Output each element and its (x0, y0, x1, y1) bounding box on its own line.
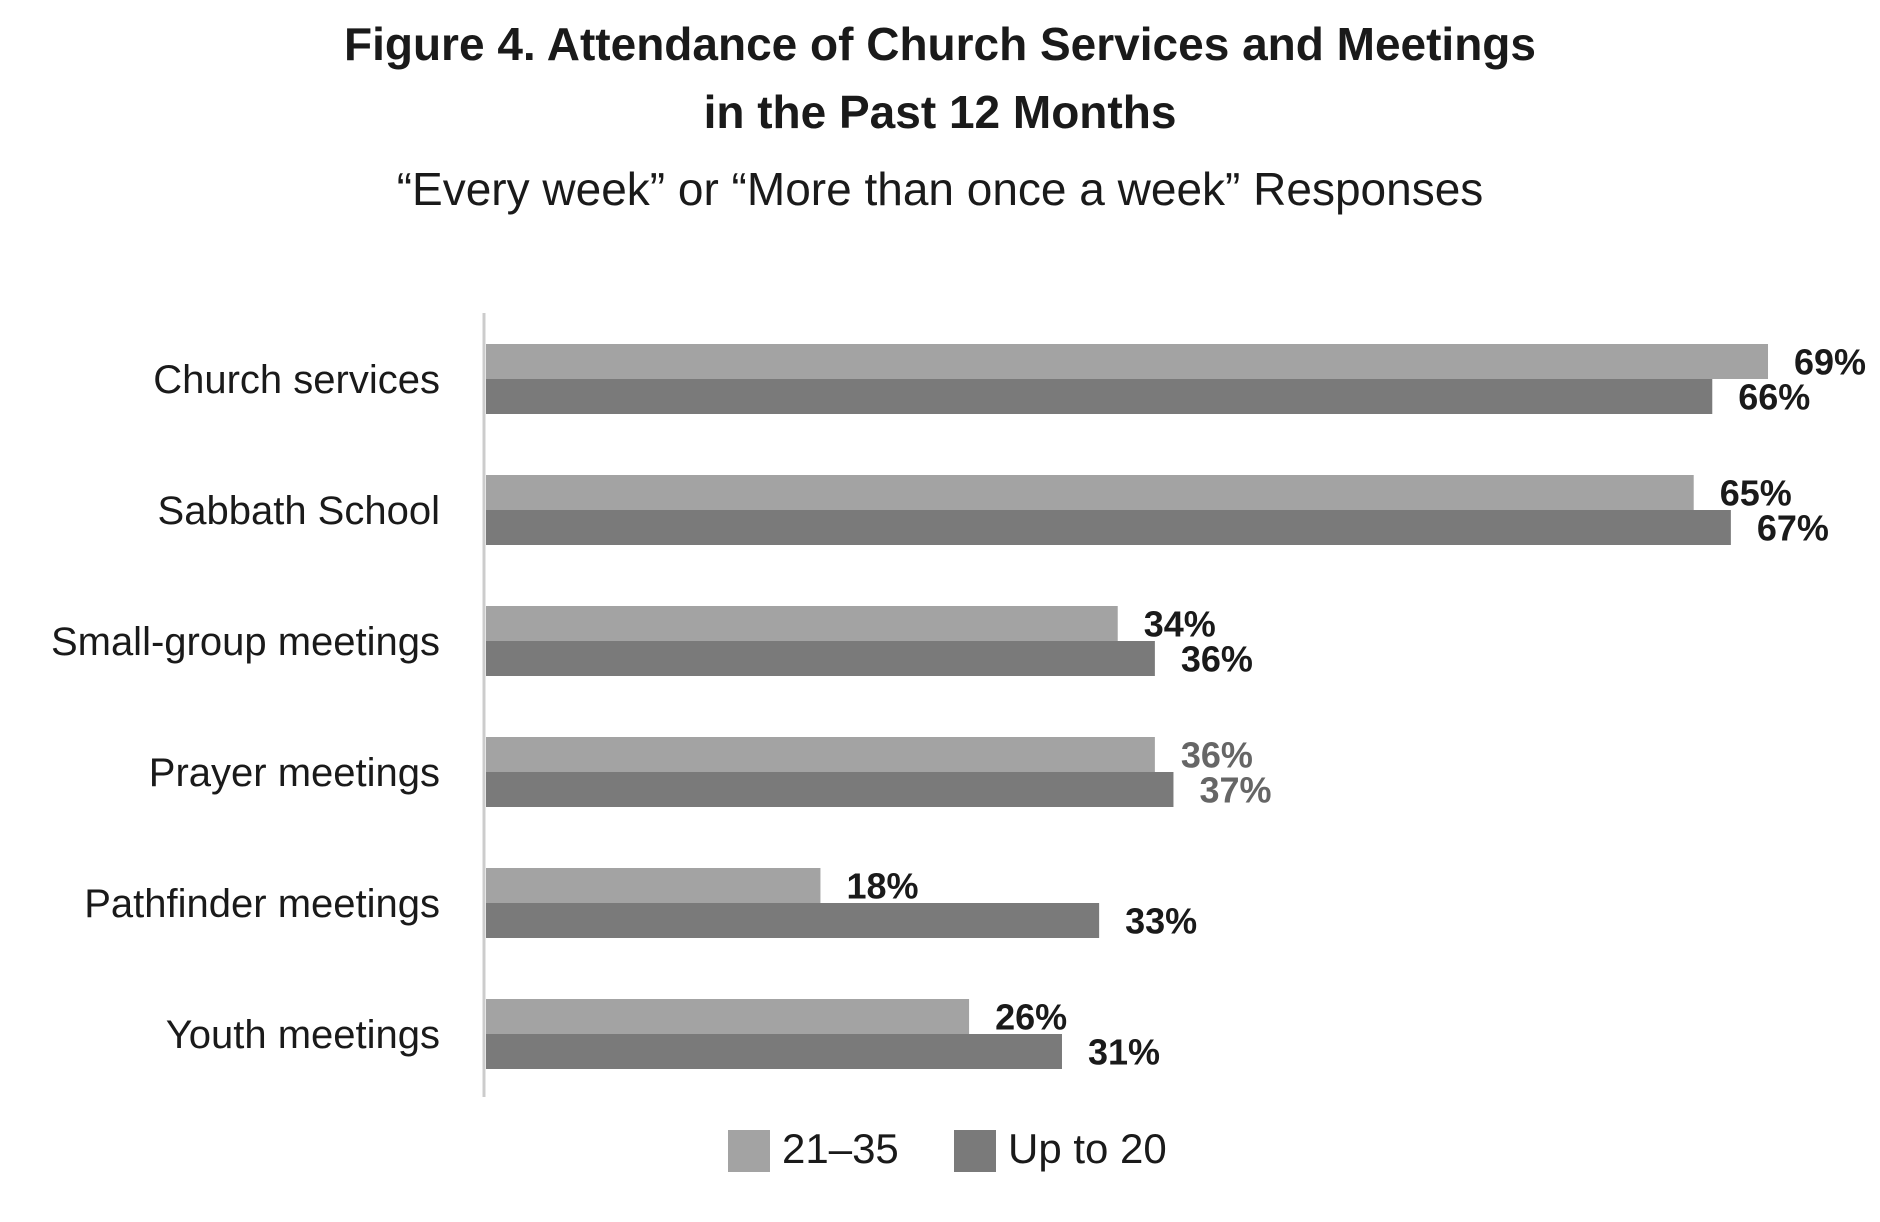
category-label: Prayer meetings (149, 751, 440, 795)
data-label: 26% (995, 997, 1067, 1038)
data-label: 18% (846, 866, 918, 907)
bar (486, 903, 1100, 938)
bar (486, 641, 1155, 676)
data-label: 66% (1738, 377, 1810, 418)
legend-label: Up to 20 (1008, 1125, 1167, 1172)
category-label: Small-group meetings (51, 620, 440, 664)
bar (486, 510, 1731, 545)
data-label: 31% (1088, 1032, 1160, 1073)
bar (486, 868, 821, 903)
plot-area: Church services 69%66% Sabbath School 65%67… (51, 342, 1866, 1073)
bar (486, 606, 1118, 641)
data-label: 65% (1720, 473, 1792, 514)
legend-swatch (954, 1130, 996, 1172)
bar (486, 1034, 1062, 1069)
bar-group: Small-group meetings 34%36% (51, 604, 1253, 680)
data-label: 37% (1199, 770, 1271, 811)
data-label: 34% (1144, 604, 1216, 645)
chart-subtitle: “Every week” or “More than once a week” … (396, 163, 1484, 215)
bar (486, 772, 1174, 807)
category-label: Church services (153, 358, 440, 402)
bar (486, 379, 1713, 414)
bar-group: Youth meetings 26% 31% (166, 997, 1160, 1073)
chart-title-line1: Figure 4. Attendance of Church Services … (343, 18, 1536, 70)
bar (486, 475, 1694, 510)
data-label: 33% (1125, 901, 1197, 942)
legend-swatch (728, 1130, 770, 1172)
category-label: Sabbath School (158, 489, 440, 533)
chart-title-line2: in the Past 12 Months (703, 86, 1177, 138)
category-label: Pathfinder meetings (84, 882, 440, 926)
data-label: 67% (1757, 508, 1829, 549)
bar-group: Prayer meetings 36%37% (149, 735, 1272, 811)
legend: 21–35 Up to 20 (728, 1125, 1167, 1172)
bar-group: Church services 69%66% (153, 342, 1866, 418)
bar (486, 999, 970, 1034)
legend-item: 21–35 (728, 1125, 899, 1172)
legend-item: Up to 20 (954, 1125, 1167, 1172)
data-label: 36% (1181, 735, 1253, 776)
bar (486, 737, 1155, 772)
data-label: 69% (1794, 342, 1866, 383)
bar (486, 344, 1769, 379)
bar-group: Sabbath School 65%67% (158, 473, 1829, 549)
legend-label: 21–35 (782, 1125, 899, 1172)
data-label: 36% (1181, 639, 1253, 680)
category-label: Youth meetings (166, 1013, 440, 1057)
bar-group: Pathfinder meetings 18% 33% (84, 866, 1197, 942)
